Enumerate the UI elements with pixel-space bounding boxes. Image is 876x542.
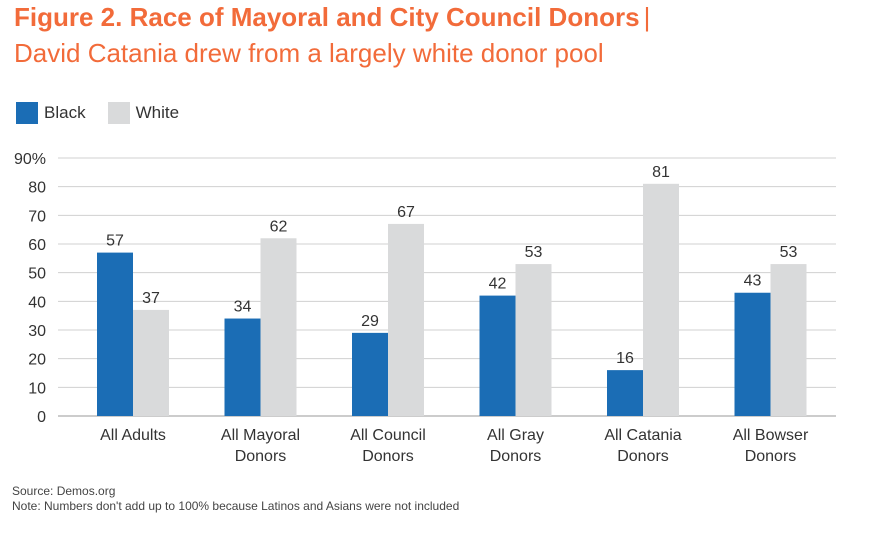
bar-black xyxy=(734,292,771,416)
data-label: 57 xyxy=(106,233,124,250)
bar-black xyxy=(97,252,133,416)
title-separator: | xyxy=(643,2,651,32)
data-label: 53 xyxy=(525,244,543,261)
y-tick-label: 0 xyxy=(37,409,46,426)
data-label: 37 xyxy=(142,290,160,307)
chart-subtitle: David Catania drew from a largely white … xyxy=(14,38,604,68)
legend-item-black: Black xyxy=(16,102,86,124)
bar-black xyxy=(352,332,388,416)
footnote: Note: Numbers don't add up to 100% becau… xyxy=(12,499,460,513)
bar-black xyxy=(607,370,643,416)
bar-white xyxy=(770,264,807,416)
x-tick-label: All Mayoral xyxy=(221,427,300,444)
x-tick-label: Donors xyxy=(745,448,797,465)
legend: Black White xyxy=(16,102,201,124)
y-tick-label: 40 xyxy=(28,294,46,311)
x-tick-label: Donors xyxy=(617,448,669,465)
data-label: 53 xyxy=(780,244,798,261)
bar-white xyxy=(515,264,552,416)
y-tick-label: 60 xyxy=(28,237,46,254)
bar-black xyxy=(479,295,516,416)
y-tick-label: 20 xyxy=(28,352,46,369)
bar-white xyxy=(388,223,424,416)
data-label: 34 xyxy=(234,299,252,316)
x-tick-label: Donors xyxy=(362,448,414,465)
data-label: 67 xyxy=(397,204,415,221)
x-tick-label: All Adults xyxy=(100,427,166,444)
data-label: 62 xyxy=(270,218,288,235)
chart-title-text: Figure 2. Race of Mayoral and City Counc… xyxy=(14,2,640,32)
x-tick-label: All Bowser xyxy=(733,427,809,444)
source-note: Source: Demos.org xyxy=(12,484,116,498)
y-tick-label: 10 xyxy=(28,380,46,397)
legend-label-white: White xyxy=(135,103,180,122)
x-tick-label: Donors xyxy=(490,448,542,465)
data-label: 43 xyxy=(744,273,762,290)
legend-item-white: White xyxy=(107,102,180,124)
y-tick-label: 80 xyxy=(28,180,46,197)
x-tick-label: All Gray xyxy=(487,427,544,444)
x-tick-label: All Council xyxy=(350,427,426,444)
bar-white xyxy=(260,238,297,416)
legend-label-black: Black xyxy=(44,103,86,122)
data-label: 81 xyxy=(652,164,670,181)
y-tick-label: 70 xyxy=(28,208,46,225)
legend-swatch-black xyxy=(16,102,38,124)
bar-white xyxy=(133,309,169,416)
legend-swatch-white xyxy=(107,102,130,124)
chart-title: Figure 2. Race of Mayoral and City Counc… xyxy=(14,2,650,33)
bar-black xyxy=(224,318,261,416)
data-label: 42 xyxy=(489,276,507,293)
bar-white xyxy=(643,183,679,416)
y-tick-label: 30 xyxy=(28,323,46,340)
x-tick-label: Donors xyxy=(235,448,287,465)
data-label: 16 xyxy=(616,350,634,367)
x-tick-label: All Catania xyxy=(604,427,681,444)
y-tick-label: 50 xyxy=(28,266,46,283)
data-label: 29 xyxy=(361,313,379,330)
y-tick-label: 90% xyxy=(14,151,46,168)
